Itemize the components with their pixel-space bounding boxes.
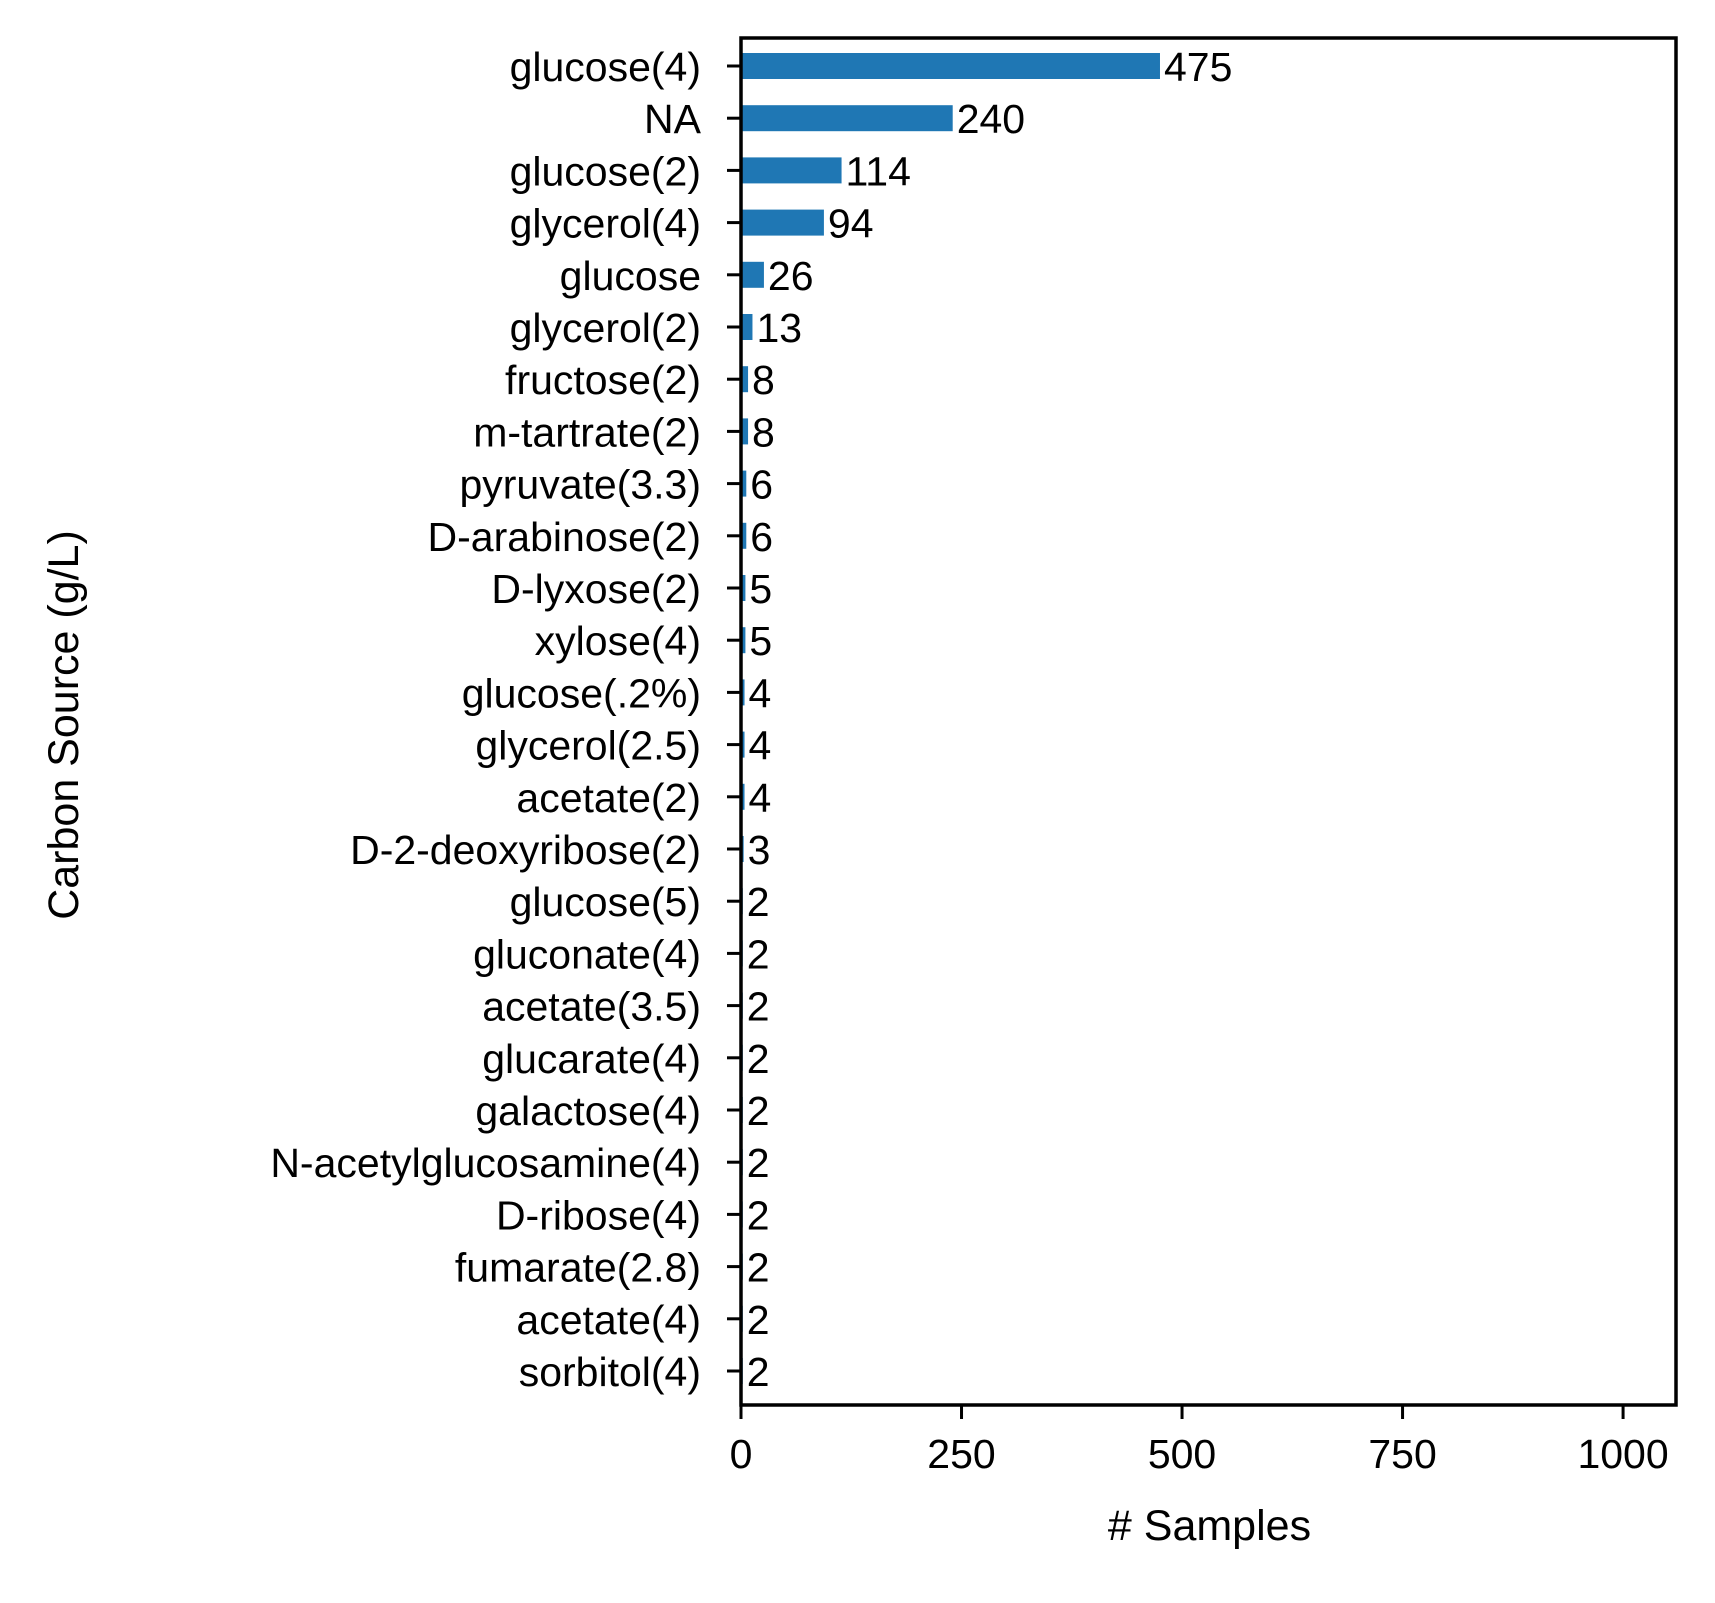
y-tick-label: galactose(4): [475, 1088, 701, 1134]
bar: [741, 418, 749, 445]
plot-frame: [739, 36, 1678, 1407]
bar: [741, 209, 824, 236]
y-tick-label: glucose(4): [510, 44, 701, 90]
y-tick-label: D-arabinose(2): [428, 514, 701, 560]
bar-value-label: 2: [747, 879, 770, 925]
bar-value-label: 475: [1164, 44, 1232, 90]
bar-value-label: 5: [749, 618, 772, 664]
bar: [741, 627, 746, 654]
y-tick-label: D-ribose(4): [496, 1192, 701, 1238]
bar-value-label: 8: [752, 357, 775, 403]
bar-value-label: 2: [747, 1245, 770, 1291]
bar-value-label: 3: [748, 827, 771, 873]
y-tick-label: fructose(2): [505, 357, 701, 403]
x-tick-label: 750: [1368, 1431, 1436, 1477]
bar-value-label: 8: [752, 409, 775, 455]
bar: [741, 679, 745, 706]
y-tick-label: D-lyxose(2): [491, 566, 701, 612]
x-tick-label: 500: [1148, 1431, 1216, 1477]
bar-value-label: 6: [750, 462, 773, 508]
bar-value-label: 2: [747, 931, 770, 977]
y-tick-label: gluconate(4): [473, 931, 701, 977]
data-labels-group: 475 240 114 94 26 13 8 8 6 6 5 5 4 4 4 3 2 2 2 2 2 2 2 2 2 2: [747, 44, 1233, 1395]
x-tick-label: 1000: [1577, 1431, 1668, 1477]
y-tick-label: NA: [644, 96, 702, 142]
y-tick-label: glucose(.2%): [462, 670, 701, 716]
bar-value-label: 2: [747, 984, 770, 1030]
bar-value-label: 2: [747, 1349, 770, 1395]
bar-value-label: 2: [747, 1140, 770, 1186]
bar: [741, 261, 764, 288]
y-tick-label: acetate(4): [516, 1297, 701, 1343]
bar-value-label: 2: [747, 1088, 770, 1134]
y-tick-label: fumarate(2.8): [455, 1245, 701, 1291]
y-tick-label: glycerol(2.5): [475, 723, 701, 769]
bar-value-label: 2: [747, 1192, 770, 1238]
bar-value-label: 5: [749, 566, 772, 612]
y-tick-label: N-acetylglucosamine(4): [270, 1140, 701, 1186]
x-axis: 0 250 500 750 1000: [730, 1405, 1669, 1477]
y-tick-label: glycerol(2): [510, 305, 701, 351]
bar-value-label: 26: [768, 253, 814, 299]
y-tick-label: sorbitol(4): [519, 1349, 701, 1395]
x-tick-label: 0: [730, 1431, 753, 1477]
y-tick-label: glycerol(4): [510, 201, 701, 247]
bar-value-label: 240: [957, 96, 1025, 142]
y-tick-label: D-2-deoxyribose(2): [350, 827, 701, 873]
bar-value-label: 2: [747, 1036, 770, 1082]
bar-value-label: 4: [749, 670, 772, 716]
bar: [741, 366, 749, 393]
y-tick-label: m-tartrate(2): [473, 409, 701, 455]
bar-value-label: 6: [750, 514, 773, 560]
y-tick-label: acetate(3.5): [482, 984, 701, 1030]
bar: [741, 470, 747, 497]
bar-value-label: 4: [749, 723, 772, 769]
x-axis-title: # Samples: [1108, 1502, 1311, 1550]
y-tick-label: glucose(2): [510, 148, 701, 194]
x-tick-label: 250: [927, 1431, 995, 1477]
y-axis-title: Carbon Source (g/L): [40, 530, 88, 920]
bar: [741, 522, 747, 549]
y-tick-label: acetate(2): [516, 775, 701, 821]
y-tick-label: pyruvate(3.3): [459, 462, 701, 508]
bar-value-label: 2: [747, 1297, 770, 1343]
y-tick-label: glucose: [560, 253, 701, 299]
y-axis: glucose(4) NA glucose(2) glycerol(4) glucose…: [270, 44, 741, 1395]
y-tick-label: xylose(4): [535, 618, 701, 664]
bar-value-label: 4: [749, 775, 772, 821]
bar-value-label: 13: [756, 305, 802, 351]
bar: [741, 53, 1160, 79]
y-tick-label: glucose(5): [510, 879, 701, 925]
bar-value-label: 94: [828, 201, 874, 247]
bar: [741, 314, 753, 340]
bar-value-label: 114: [846, 148, 911, 194]
bar: [741, 157, 842, 184]
bar: [741, 575, 746, 601]
y-tick-label: glucarate(4): [482, 1036, 701, 1082]
bar: [741, 105, 953, 132]
bar: [741, 731, 745, 758]
bar: [741, 783, 745, 810]
